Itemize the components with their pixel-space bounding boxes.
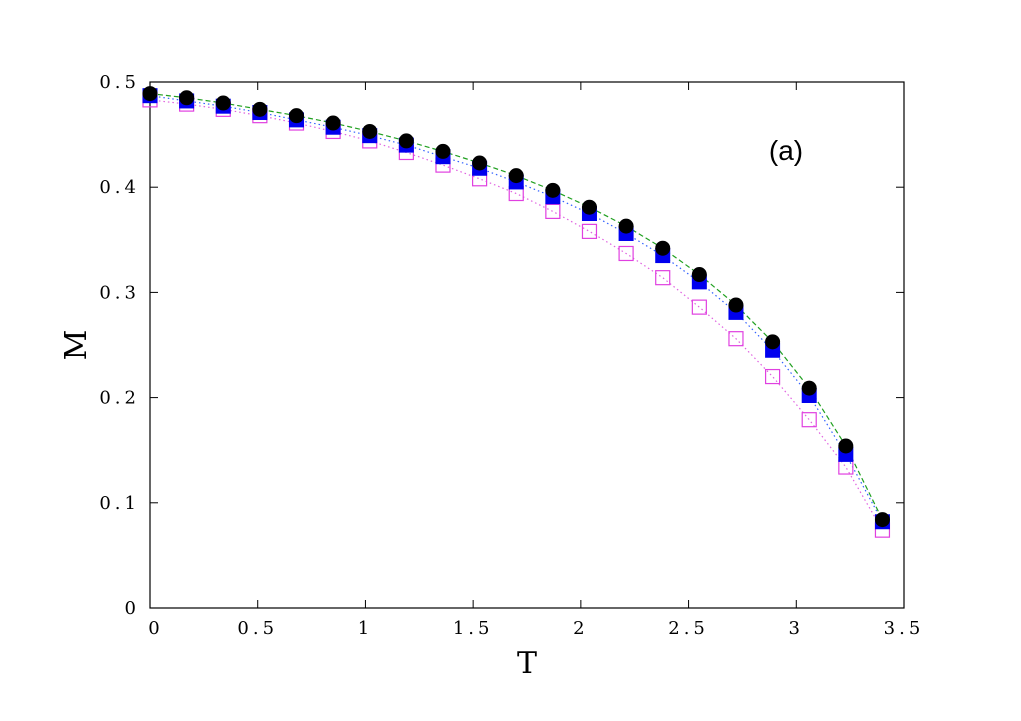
data-point [215,95,231,111]
x-tick-label: 1 [358,618,373,639]
data-point [764,368,781,385]
y-tick-label: 0.4 [99,177,140,198]
data-point [618,218,634,234]
x-tick-label: 2.5 [668,618,709,639]
data-point [179,90,195,106]
data-point [618,245,634,262]
data-point [765,334,781,350]
data-point [655,270,671,286]
x-tick-label: 3 [789,618,804,639]
x-tick-label: 0 [148,618,163,639]
x-tick-label: 1.5 [453,618,494,639]
data-point [362,123,378,139]
data-point [691,267,707,283]
data-point [838,438,854,454]
data-point [655,240,671,256]
data-point [801,380,817,396]
y-tick-label: 0 [125,598,140,619]
x-tick-label: 2 [573,618,588,639]
data-point [508,168,524,184]
axis-ticks: 0 0.5 1 1.5 2 2.5 3 3.5 0 0.1 0.2 0.3 0.4 0.5 [99,72,925,639]
y-tick-label: 0.5 [99,72,140,93]
data-point [581,199,597,215]
y-tick-label: 0.3 [99,282,140,303]
x-tick-label: 3.5 [884,618,925,639]
x-axis-title: T [517,646,537,681]
data-point [581,223,598,239]
y-tick-label: 0.2 [99,388,140,409]
panel-annotation: (a) [769,135,803,166]
series-markers [142,86,891,538]
data-point [472,155,488,171]
data-point [545,203,561,219]
data-point [874,512,890,528]
data-point [398,133,414,149]
data-point [252,101,268,117]
data-point [142,86,158,102]
y-axis-title: M [59,330,94,361]
data-point [728,297,744,313]
x-tick-label: 0.5 [237,618,278,639]
data-point [325,115,341,131]
plot-frame [149,81,905,609]
data-point [838,459,854,475]
data-point [728,331,744,347]
data-point [435,143,451,159]
data-point [801,412,817,428]
data-point [545,182,561,198]
data-point [288,108,304,124]
series-line-0 [149,99,883,531]
data-point [691,299,707,315]
y-tick-label: 0.1 [99,493,140,514]
